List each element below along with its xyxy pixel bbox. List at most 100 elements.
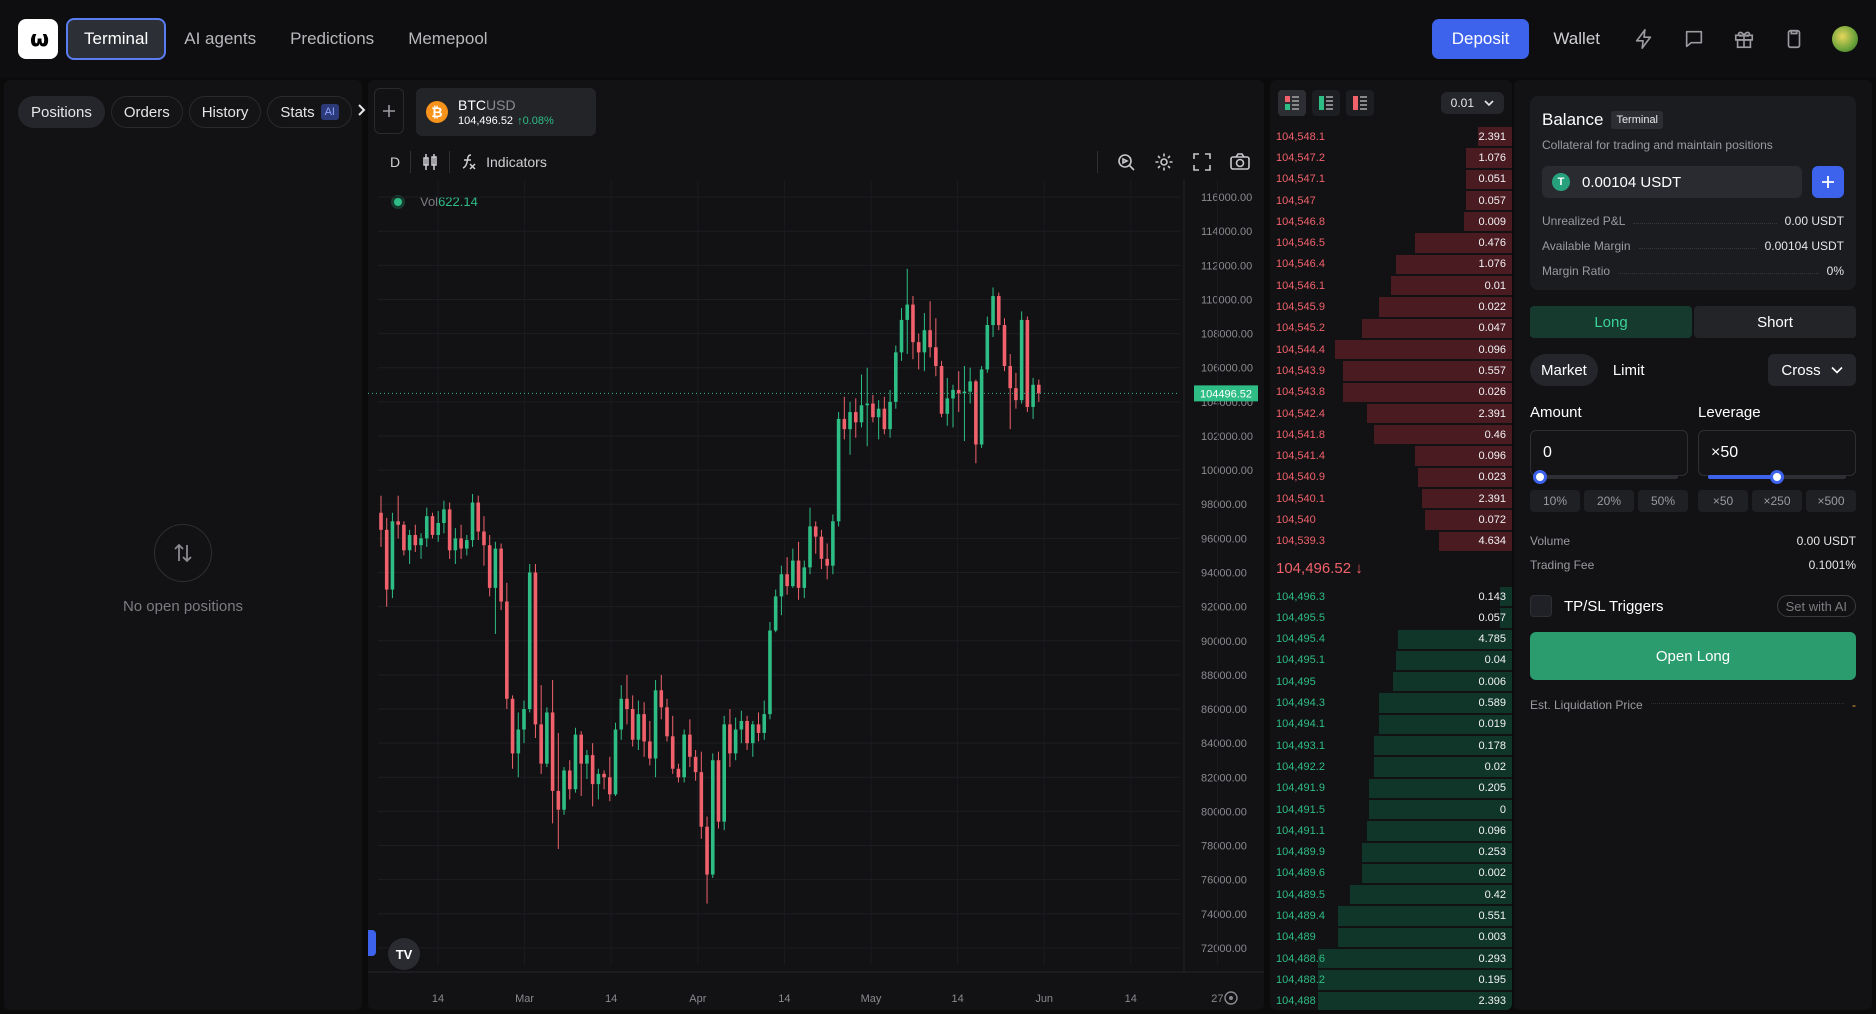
bid-row[interactable]: 104,491.9 0.205 — [1270, 778, 1512, 799]
amount-slider-handle[interactable] — [1533, 470, 1547, 484]
set-with-ai-button[interactable]: Set with AI — [1776, 595, 1856, 617]
ask-row[interactable]: 104,539.3 4.634 — [1270, 531, 1512, 552]
nav-tab-predictions[interactable]: Predictions — [290, 29, 375, 48]
bid-row[interactable]: 104,495.1 0.04 — [1270, 650, 1512, 671]
gear-icon[interactable] — [1146, 146, 1182, 178]
open-long-button[interactable]: Open Long — [1530, 632, 1856, 680]
nav-tab-ai-agents[interactable]: AI agents — [184, 29, 257, 48]
candle-type-icon[interactable] — [411, 148, 449, 176]
bid-row[interactable]: 104,495 0.006 — [1270, 671, 1512, 692]
tab-stats[interactable]: Stats AI — [267, 96, 352, 128]
amount-input[interactable]: 0 — [1530, 430, 1688, 476]
ask-row[interactable]: 104,546.1 0.01 — [1270, 275, 1512, 296]
tab-orders[interactable]: Orders — [110, 96, 183, 128]
ask-row[interactable]: 104,546.4 1.076 — [1270, 254, 1512, 275]
bid-row[interactable]: 104,496.3 0.143 — [1270, 586, 1512, 607]
clipboard-icon[interactable] — [1774, 19, 1814, 59]
chat-icon[interactable] — [1674, 19, 1714, 59]
book-mode-asks-icon[interactable] — [1346, 90, 1374, 116]
ask-price: 104,540.9 — [1276, 471, 1325, 484]
indicators-button[interactable]: Indicators — [450, 148, 557, 176]
tpsl-checkbox[interactable] — [1530, 595, 1552, 617]
margin-mode-select[interactable]: Cross — [1768, 354, 1856, 386]
ask-row[interactable]: 104,541.4 0.096 — [1270, 445, 1512, 466]
ask-row[interactable]: 104,542.4 2.391 — [1270, 403, 1512, 424]
price-chart[interactable]: 116000.00 114000.00 112000.00 110000.00 1080… — [368, 180, 1264, 1010]
camera-icon[interactable] — [1222, 146, 1258, 178]
book-mode-both-icon[interactable] — [1278, 90, 1306, 116]
amount-preset-10[interactable]: 10% — [1530, 490, 1580, 512]
ask-row[interactable]: 104,541.8 0.46 — [1270, 424, 1512, 445]
ask-row[interactable]: 104,540.9 0.023 — [1270, 467, 1512, 488]
volume-indicator-legend[interactable]: Vol 622.14 — [394, 194, 478, 209]
add-collateral-button[interactable] — [1812, 166, 1844, 198]
add-symbol-button[interactable] — [374, 88, 404, 134]
leverage-preset-500[interactable]: ×500 — [1806, 490, 1856, 512]
bid-row[interactable]: 104,488.6 0.293 — [1270, 948, 1512, 969]
replay-icon[interactable] — [1108, 146, 1144, 178]
tradingview-logo-icon[interactable]: TV — [388, 938, 420, 970]
ask-row[interactable]: 104,540 0.072 — [1270, 509, 1512, 530]
bid-row[interactable]: 104,492.2 0.02 — [1270, 756, 1512, 777]
leverage-preset-50[interactable]: ×50 — [1698, 490, 1748, 512]
tab-history[interactable]: History — [188, 96, 262, 128]
ask-row[interactable]: 104,540.1 2.391 — [1270, 488, 1512, 509]
bid-row[interactable]: 104,488.2 0.195 — [1270, 969, 1512, 990]
ask-row[interactable]: 104,545.2 0.047 — [1270, 318, 1512, 339]
amount-preset-20[interactable]: 20% — [1584, 490, 1634, 512]
ask-row[interactable]: 104,543.8 0.026 — [1270, 382, 1512, 403]
book-mode-bids-icon[interactable] — [1312, 90, 1340, 116]
ask-row[interactable]: 104,543.9 0.557 — [1270, 360, 1512, 381]
short-tab[interactable]: Short — [1694, 306, 1856, 338]
bid-row[interactable]: 104,495.4 4.785 — [1270, 629, 1512, 650]
leverage-preset-250[interactable]: ×250 — [1752, 490, 1802, 512]
depth-bar — [1395, 650, 1512, 671]
tick-size-select[interactable]: 0.01 — [1440, 92, 1504, 114]
bid-row[interactable]: 104,489 0.003 — [1270, 927, 1512, 948]
ask-row[interactable]: 104,544.4 0.096 — [1270, 339, 1512, 360]
wallet-button[interactable]: Wallet — [1553, 29, 1600, 48]
bid-row[interactable]: 104,491.1 0.096 — [1270, 820, 1512, 841]
drawing-toolbar-toggle[interactable] — [368, 930, 376, 956]
amount-slider[interactable] — [1533, 470, 1678, 484]
amount-preset-50[interactable]: 50% — [1638, 490, 1688, 512]
leverage-slider-handle[interactable] — [1770, 470, 1784, 484]
bid-row[interactable]: 104,489.6 0.002 — [1270, 863, 1512, 884]
bid-row[interactable]: 104,489.9 0.253 — [1270, 842, 1512, 863]
bid-row[interactable]: 104,489.5 0.42 — [1270, 884, 1512, 905]
nav-tab-memepool[interactable]: Memepool — [408, 29, 488, 48]
order-type-limit[interactable]: Limit — [1612, 361, 1645, 379]
lightning-icon[interactable] — [1624, 19, 1664, 59]
bid-row[interactable]: 104,488 2.393 — [1270, 991, 1512, 1010]
symbol-tab-btc[interactable]: ₿ BTCUSD 104,496.52 ↑0.08% — [416, 88, 596, 136]
ask-row[interactable]: 104,546.5 0.476 — [1270, 232, 1512, 253]
app-logo[interactable]: ω — [18, 19, 58, 59]
ask-row[interactable]: 104,547.1 0.051 — [1270, 169, 1512, 190]
candle-body — [825, 558, 829, 566]
leverage-slider[interactable] — [1708, 470, 1846, 484]
ask-row[interactable]: 104,547 0.057 — [1270, 190, 1512, 211]
bid-row[interactable]: 104,494.1 0.019 — [1270, 714, 1512, 735]
tab-positions[interactable]: Positions — [18, 96, 105, 128]
bid-row[interactable]: 104,491.5 0 — [1270, 799, 1512, 820]
long-tab[interactable]: Long — [1530, 306, 1692, 338]
candle-body — [962, 391, 967, 394]
bid-row[interactable]: 104,494.3 0.589 — [1270, 692, 1512, 713]
chevron-right-icon[interactable] — [356, 103, 368, 122]
ask-row[interactable]: 104,548.1 2.391 — [1270, 126, 1512, 147]
avatar[interactable] — [1832, 26, 1858, 52]
ask-row[interactable]: 104,546.8 0.009 — [1270, 211, 1512, 232]
order-type-market[interactable]: Market — [1530, 354, 1598, 386]
balance-display[interactable]: T 0.00104 USDT — [1542, 166, 1802, 198]
bid-row[interactable]: 104,495.5 0.057 — [1270, 607, 1512, 628]
interval-select[interactable]: D — [390, 154, 401, 170]
fullscreen-icon[interactable] — [1184, 146, 1220, 178]
ask-row[interactable]: 104,545.9 0.022 — [1270, 296, 1512, 317]
gift-icon[interactable] — [1724, 19, 1764, 59]
deposit-button[interactable]: Deposit — [1431, 19, 1530, 59]
ask-row[interactable]: 104,547.2 1.076 — [1270, 147, 1512, 168]
bid-row[interactable]: 104,489.4 0.551 — [1270, 905, 1512, 926]
bid-price: 104,491.5 — [1276, 803, 1325, 816]
bid-row[interactable]: 104,493.1 0.178 — [1270, 735, 1512, 756]
nav-tab-terminal[interactable]: Terminal — [66, 18, 167, 60]
